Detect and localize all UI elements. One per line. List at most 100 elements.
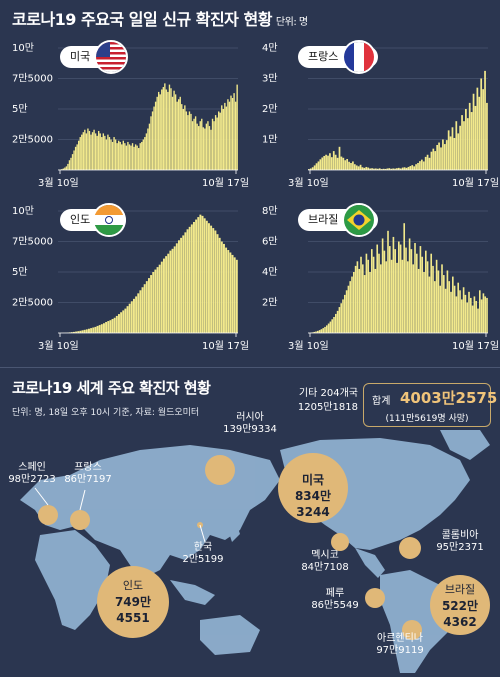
bar xyxy=(103,323,105,333)
bar xyxy=(160,94,161,170)
bar xyxy=(387,231,389,333)
bar xyxy=(219,238,221,333)
y-tick-label: 5만 xyxy=(12,266,28,278)
bar xyxy=(396,263,398,333)
bar xyxy=(101,137,102,170)
bar xyxy=(330,322,332,333)
bar xyxy=(425,251,427,333)
bar xyxy=(484,296,486,333)
bar xyxy=(112,142,113,170)
bar xyxy=(129,144,130,170)
peru-name: 페루 xyxy=(305,588,365,600)
country-name-india: 인도 xyxy=(70,213,90,226)
argentina-value: 97만9119 xyxy=(360,645,440,657)
bar xyxy=(192,121,193,170)
bar xyxy=(434,151,436,170)
bar xyxy=(115,140,116,171)
bar xyxy=(474,296,476,333)
bar xyxy=(182,235,184,333)
bar xyxy=(429,277,431,333)
bar xyxy=(477,88,479,170)
bar xyxy=(163,259,165,333)
bar xyxy=(181,104,182,170)
bar xyxy=(443,275,445,333)
bar xyxy=(103,133,104,170)
bar xyxy=(454,138,456,170)
bar xyxy=(147,129,148,170)
bar xyxy=(83,132,84,170)
bar xyxy=(431,152,433,170)
y-tick-label: 6만 xyxy=(262,236,278,248)
bar xyxy=(97,326,99,333)
bar xyxy=(331,157,333,170)
bar xyxy=(166,89,167,170)
bar xyxy=(161,89,162,170)
bar xyxy=(209,126,210,170)
bar xyxy=(154,270,156,333)
bar xyxy=(438,270,440,333)
bar xyxy=(90,135,91,170)
y-tick-label: 3만 xyxy=(262,73,278,85)
bar xyxy=(124,309,126,333)
bar xyxy=(123,141,124,170)
bar xyxy=(466,303,468,334)
bar xyxy=(415,164,417,170)
y-tick-label: 1만 xyxy=(262,134,278,146)
korea-value: 2만5199 xyxy=(178,554,228,566)
bar xyxy=(86,329,88,333)
bar xyxy=(114,318,116,333)
bar xyxy=(234,257,236,333)
bar xyxy=(384,251,386,333)
bar xyxy=(457,133,459,170)
bar xyxy=(227,99,228,170)
bar xyxy=(149,124,150,170)
us-flag-icon xyxy=(94,40,128,74)
bar xyxy=(216,118,217,170)
india-value1: 749만 xyxy=(98,594,168,610)
bar xyxy=(204,218,206,333)
bar xyxy=(218,111,219,170)
russia-name: 러시아 xyxy=(215,412,285,424)
brazil-value1: 522만 xyxy=(430,598,490,614)
bar xyxy=(92,328,94,333)
bar xyxy=(369,272,371,333)
bar xyxy=(486,298,488,333)
bar xyxy=(133,299,135,333)
bar xyxy=(478,97,480,170)
bar xyxy=(206,124,207,170)
bar xyxy=(346,290,348,333)
bar xyxy=(442,140,444,171)
bar xyxy=(325,155,327,170)
bar xyxy=(94,327,96,333)
bar xyxy=(229,252,231,333)
bar xyxy=(169,251,171,333)
bar xyxy=(165,256,167,333)
bar xyxy=(76,144,77,170)
bar xyxy=(440,147,442,170)
bar xyxy=(152,111,153,170)
y-tick-label: 5만 xyxy=(12,103,28,115)
bar xyxy=(447,270,449,333)
bubble-france xyxy=(70,510,90,530)
bar xyxy=(319,330,321,333)
bubble-russia xyxy=(205,455,235,485)
bar xyxy=(220,113,221,170)
bar xyxy=(213,121,214,170)
bar xyxy=(187,229,189,333)
bar xyxy=(88,329,90,333)
bar xyxy=(349,281,351,333)
france-flag-icon xyxy=(342,40,376,74)
bar xyxy=(80,137,81,170)
bar xyxy=(133,147,134,170)
bar xyxy=(412,264,414,333)
bar xyxy=(143,140,144,171)
bar xyxy=(84,330,86,333)
y-tick-label: 2만 xyxy=(262,297,278,309)
bar xyxy=(371,249,373,333)
bar xyxy=(148,278,150,333)
bar xyxy=(67,164,68,170)
bar xyxy=(445,289,447,333)
